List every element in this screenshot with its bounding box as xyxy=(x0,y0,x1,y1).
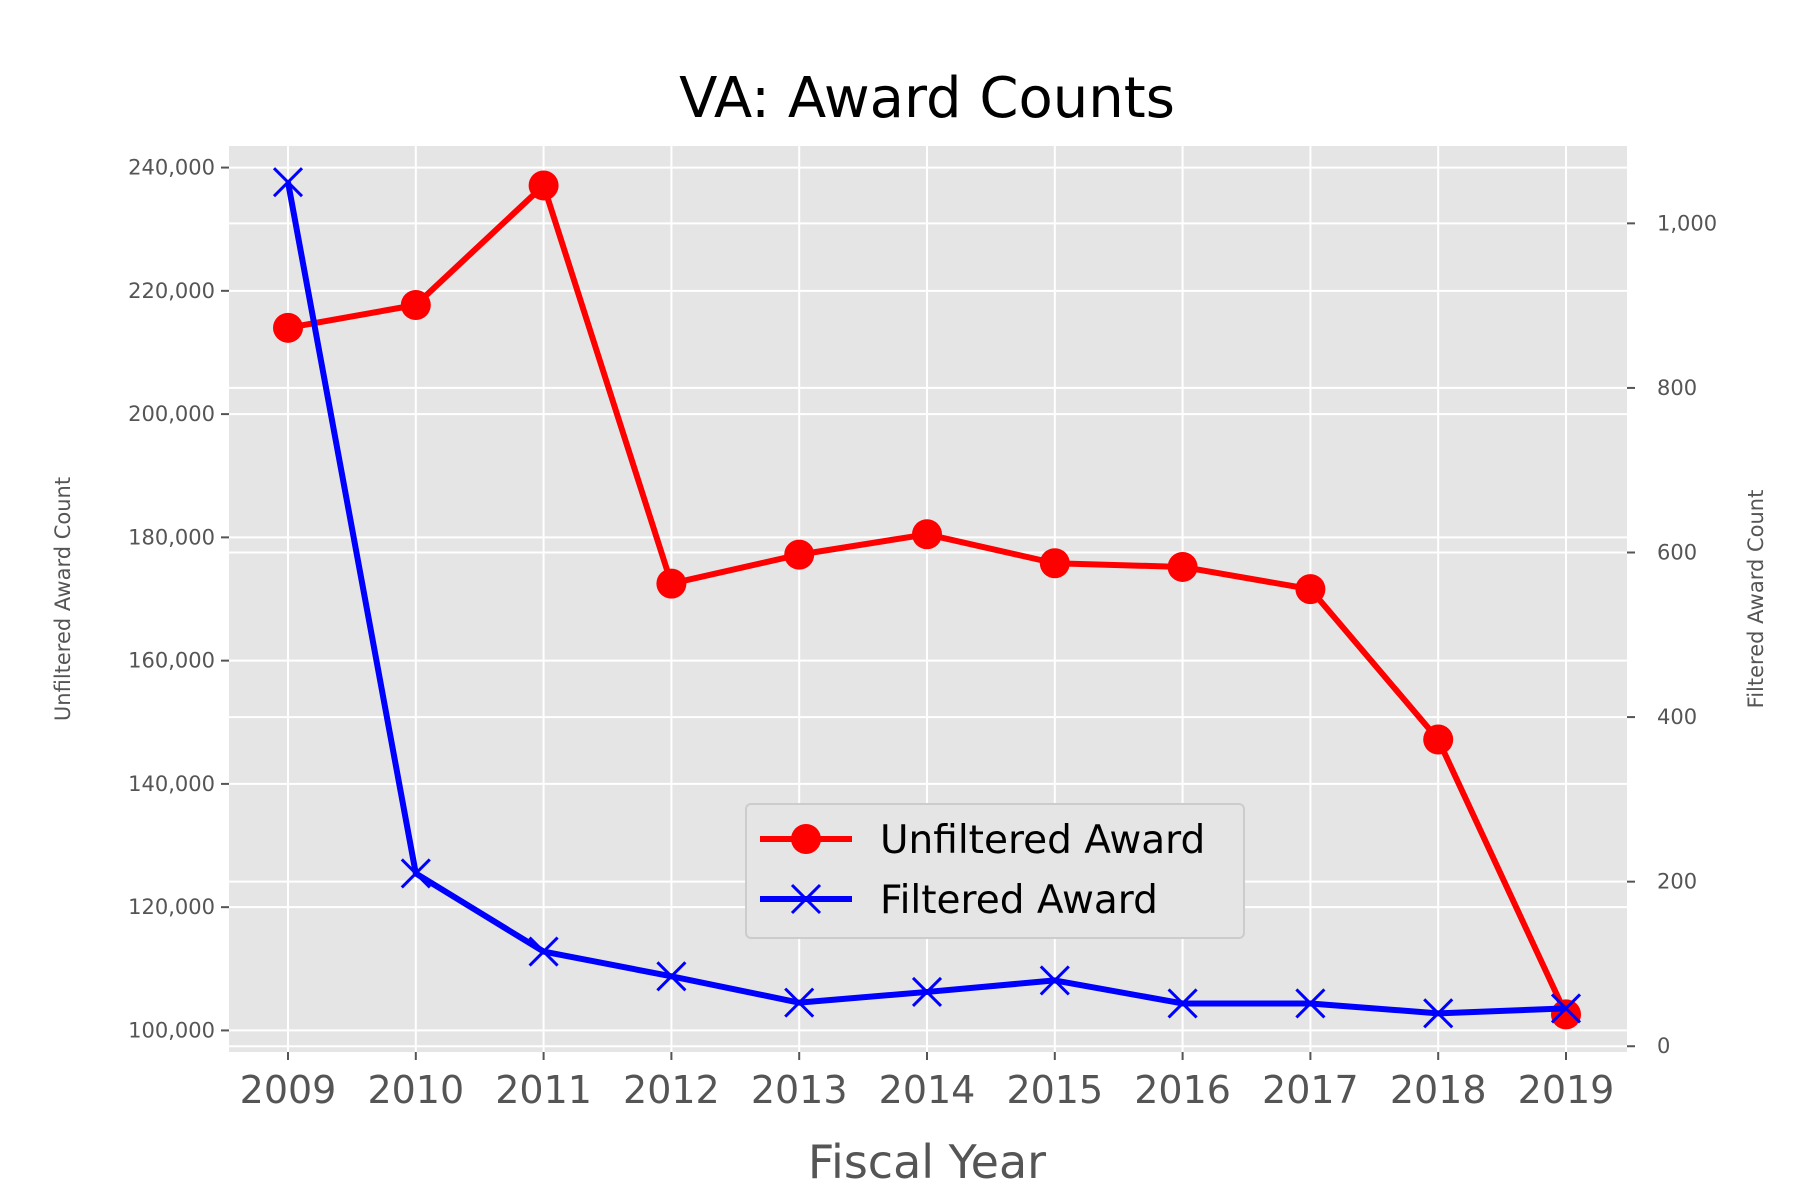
y-tick-label-right-400: 400 xyxy=(1657,705,1697,729)
point-unfiltered-2017 xyxy=(1295,574,1326,605)
y-tick-label-right-800: 800 xyxy=(1657,376,1697,400)
y-axis-label-left: Unfiltered Award Count xyxy=(51,477,75,721)
y-tick-label-left-200000: 200,000 xyxy=(128,402,215,426)
point-filtered-2015 xyxy=(1039,965,1070,996)
x-axis-label: Fiscal Year xyxy=(808,1135,1046,1189)
point-unfiltered-2013 xyxy=(784,539,815,570)
y-tick-label-right-200: 200 xyxy=(1657,870,1697,894)
y-tick-label-right-1000: 1,000 xyxy=(1657,211,1717,235)
point-unfiltered-2015 xyxy=(1039,548,1070,579)
legend: Unfiltered Award Filtered Award xyxy=(745,803,1245,939)
point-unfiltered-2011 xyxy=(528,170,559,201)
point-filtered-2012 xyxy=(656,961,687,992)
legend-label-unfiltered: Unfiltered Award xyxy=(880,818,1205,863)
grid-layer xyxy=(229,146,1627,1052)
point-filtered-2017 xyxy=(1295,988,1326,1019)
point-filtered-2018 xyxy=(1423,998,1454,1029)
point-unfiltered-2016 xyxy=(1167,551,1198,582)
y-tick-label-left-220000: 220,000 xyxy=(128,279,215,303)
x-tick-label-2012: 2012 xyxy=(623,1068,720,1112)
x-tick-label-2017: 2017 xyxy=(1262,1068,1359,1112)
x-tick-label-2013: 2013 xyxy=(751,1068,848,1112)
point-filtered-2009 xyxy=(272,167,304,198)
series-layer xyxy=(272,167,1582,1030)
y-tick-label-left-180000: 180,000 xyxy=(128,525,215,549)
point-unfiltered-2019 xyxy=(1551,999,1581,1030)
y-tick-label-left-160000: 160,000 xyxy=(128,649,215,673)
x-tick-label-2016: 2016 xyxy=(1134,1068,1231,1112)
ticks-layer: 2009 2010 2011 2012 2013 2014 2015 2016 2017 2018… xyxy=(128,156,1717,1112)
legend-marker-filtered xyxy=(790,883,822,915)
x-tick-label-2018: 2018 xyxy=(1390,1068,1487,1112)
x-tick-label-2019: 2019 xyxy=(1518,1068,1615,1112)
point-unfiltered-2014 xyxy=(912,519,942,550)
point-unfiltered-2018 xyxy=(1423,724,1454,755)
legend-marker-unfiltered xyxy=(791,824,821,854)
x-tick-label-2014: 2014 xyxy=(879,1068,976,1112)
point-filtered-2013 xyxy=(784,987,815,1018)
y-tick-label-right-600: 600 xyxy=(1657,541,1697,565)
point-filtered-2019 xyxy=(1550,993,1582,1024)
y-tick-label-left-120000: 120,000 xyxy=(128,895,215,919)
x-tick-label-2009: 2009 xyxy=(240,1068,337,1112)
x-tick-label-2015: 2015 xyxy=(1006,1068,1103,1112)
y-tick-label-right-0: 0 xyxy=(1657,1034,1670,1058)
x-tick-label-2010: 2010 xyxy=(367,1068,464,1112)
x-tick-label-2011: 2011 xyxy=(495,1068,592,1112)
point-filtered-2014 xyxy=(911,976,943,1007)
point-filtered-2016 xyxy=(1167,988,1198,1019)
y-tick-label-left-140000: 140,000 xyxy=(128,772,215,796)
point-filtered-2010 xyxy=(400,858,431,889)
point-unfiltered-2012 xyxy=(656,568,687,599)
y-axis-label-right: Filtered Award Count xyxy=(1744,490,1768,709)
point-unfiltered-2009 xyxy=(273,312,303,343)
legend-box xyxy=(745,803,1245,939)
chart-title: VA: Award Counts xyxy=(679,66,1175,131)
point-unfiltered-2010 xyxy=(400,290,431,321)
point-filtered-2011 xyxy=(528,936,559,967)
y-tick-label-left-100000: 100,000 xyxy=(128,1018,215,1042)
legend-label-filtered: Filtered Award xyxy=(880,878,1158,923)
y-tick-label-left-240000: 240,000 xyxy=(128,156,215,180)
